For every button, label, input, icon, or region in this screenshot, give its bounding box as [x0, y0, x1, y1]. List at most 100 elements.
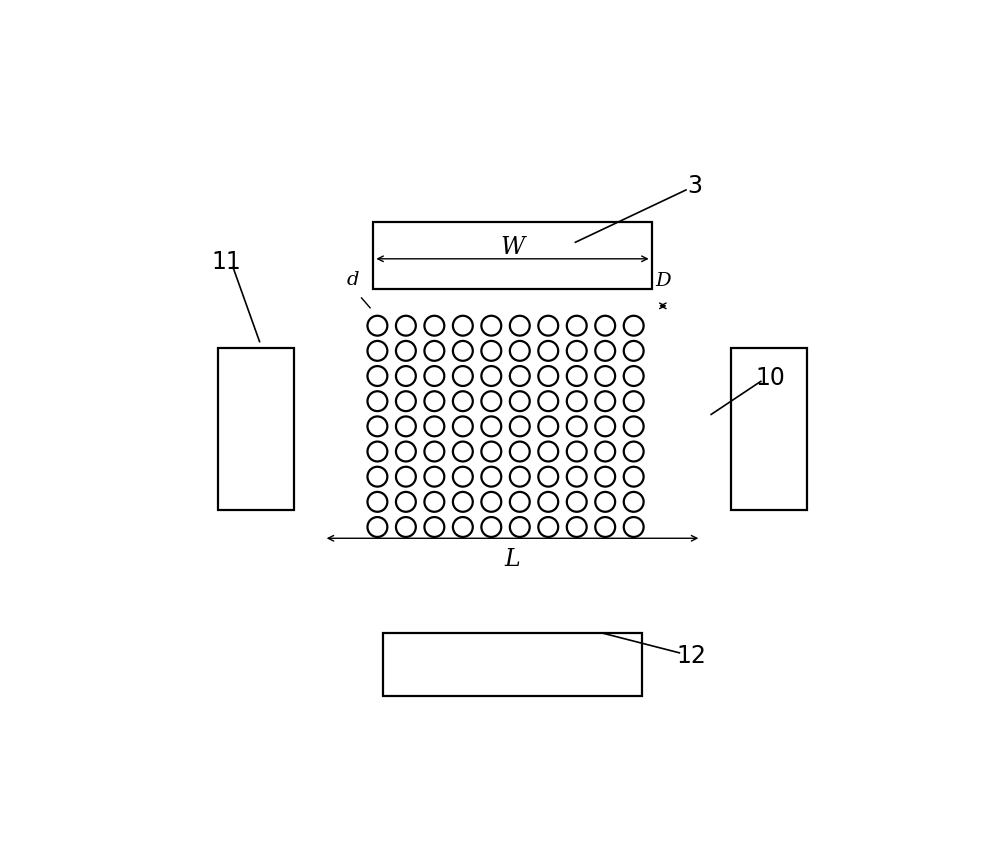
Bar	[373, 223, 652, 289]
Circle shape	[595, 467, 615, 487]
Circle shape	[481, 316, 501, 335]
Circle shape	[424, 517, 444, 537]
Circle shape	[453, 467, 473, 487]
Circle shape	[453, 441, 473, 462]
Circle shape	[538, 517, 558, 537]
Circle shape	[567, 467, 587, 487]
Circle shape	[367, 441, 387, 462]
Circle shape	[424, 341, 444, 361]
Circle shape	[510, 391, 530, 411]
Circle shape	[595, 366, 615, 386]
Circle shape	[453, 416, 473, 436]
Text: W: W	[500, 236, 525, 259]
Circle shape	[624, 391, 644, 411]
Circle shape	[538, 467, 558, 487]
Circle shape	[595, 441, 615, 462]
Circle shape	[481, 492, 501, 512]
Text: L: L	[505, 548, 520, 571]
Circle shape	[567, 366, 587, 386]
Circle shape	[453, 316, 473, 335]
Circle shape	[567, 416, 587, 436]
Circle shape	[396, 517, 416, 537]
Circle shape	[396, 492, 416, 512]
Circle shape	[453, 366, 473, 386]
Circle shape	[453, 341, 473, 361]
Circle shape	[510, 316, 530, 335]
Circle shape	[396, 416, 416, 436]
Circle shape	[424, 391, 444, 411]
Circle shape	[367, 366, 387, 386]
Circle shape	[424, 441, 444, 462]
Circle shape	[396, 341, 416, 361]
Circle shape	[538, 316, 558, 335]
Text: 10: 10	[756, 366, 786, 390]
Circle shape	[510, 492, 530, 512]
Circle shape	[510, 416, 530, 436]
Circle shape	[624, 316, 644, 335]
Circle shape	[424, 366, 444, 386]
Text: 11: 11	[212, 250, 241, 274]
Text: D: D	[655, 272, 671, 290]
Circle shape	[424, 316, 444, 335]
Circle shape	[367, 316, 387, 335]
Circle shape	[453, 517, 473, 537]
Circle shape	[396, 391, 416, 411]
Circle shape	[481, 467, 501, 487]
Circle shape	[624, 467, 644, 487]
Circle shape	[367, 492, 387, 512]
Circle shape	[624, 441, 644, 462]
Circle shape	[595, 341, 615, 361]
Circle shape	[567, 391, 587, 411]
Circle shape	[595, 517, 615, 537]
Circle shape	[538, 441, 558, 462]
Text: 12: 12	[676, 644, 706, 668]
Circle shape	[481, 341, 501, 361]
Circle shape	[453, 391, 473, 411]
Bar	[218, 348, 294, 511]
Circle shape	[595, 492, 615, 512]
Circle shape	[595, 416, 615, 436]
Circle shape	[367, 391, 387, 411]
Circle shape	[424, 467, 444, 487]
Circle shape	[624, 366, 644, 386]
Circle shape	[424, 492, 444, 512]
Circle shape	[481, 391, 501, 411]
Circle shape	[367, 517, 387, 537]
Circle shape	[510, 467, 530, 487]
Circle shape	[367, 341, 387, 361]
Circle shape	[481, 441, 501, 462]
Circle shape	[481, 366, 501, 386]
Circle shape	[396, 441, 416, 462]
Circle shape	[396, 316, 416, 335]
Circle shape	[624, 517, 644, 537]
Circle shape	[538, 416, 558, 436]
Circle shape	[424, 416, 444, 436]
Circle shape	[567, 517, 587, 537]
Circle shape	[367, 467, 387, 487]
Circle shape	[396, 366, 416, 386]
Bar	[731, 348, 807, 511]
Circle shape	[567, 492, 587, 512]
Circle shape	[538, 391, 558, 411]
Bar	[383, 633, 642, 696]
Circle shape	[510, 517, 530, 537]
Circle shape	[510, 441, 530, 462]
Circle shape	[538, 492, 558, 512]
Circle shape	[396, 467, 416, 487]
Circle shape	[367, 416, 387, 436]
Circle shape	[567, 316, 587, 335]
Circle shape	[510, 341, 530, 361]
Circle shape	[538, 366, 558, 386]
Text: 3: 3	[687, 174, 702, 198]
Circle shape	[624, 341, 644, 361]
Circle shape	[624, 492, 644, 512]
Text: d: d	[346, 271, 359, 289]
Circle shape	[510, 366, 530, 386]
Circle shape	[595, 391, 615, 411]
Circle shape	[595, 316, 615, 335]
Circle shape	[453, 492, 473, 512]
Circle shape	[538, 341, 558, 361]
Circle shape	[481, 517, 501, 537]
Circle shape	[567, 441, 587, 462]
Circle shape	[481, 416, 501, 436]
